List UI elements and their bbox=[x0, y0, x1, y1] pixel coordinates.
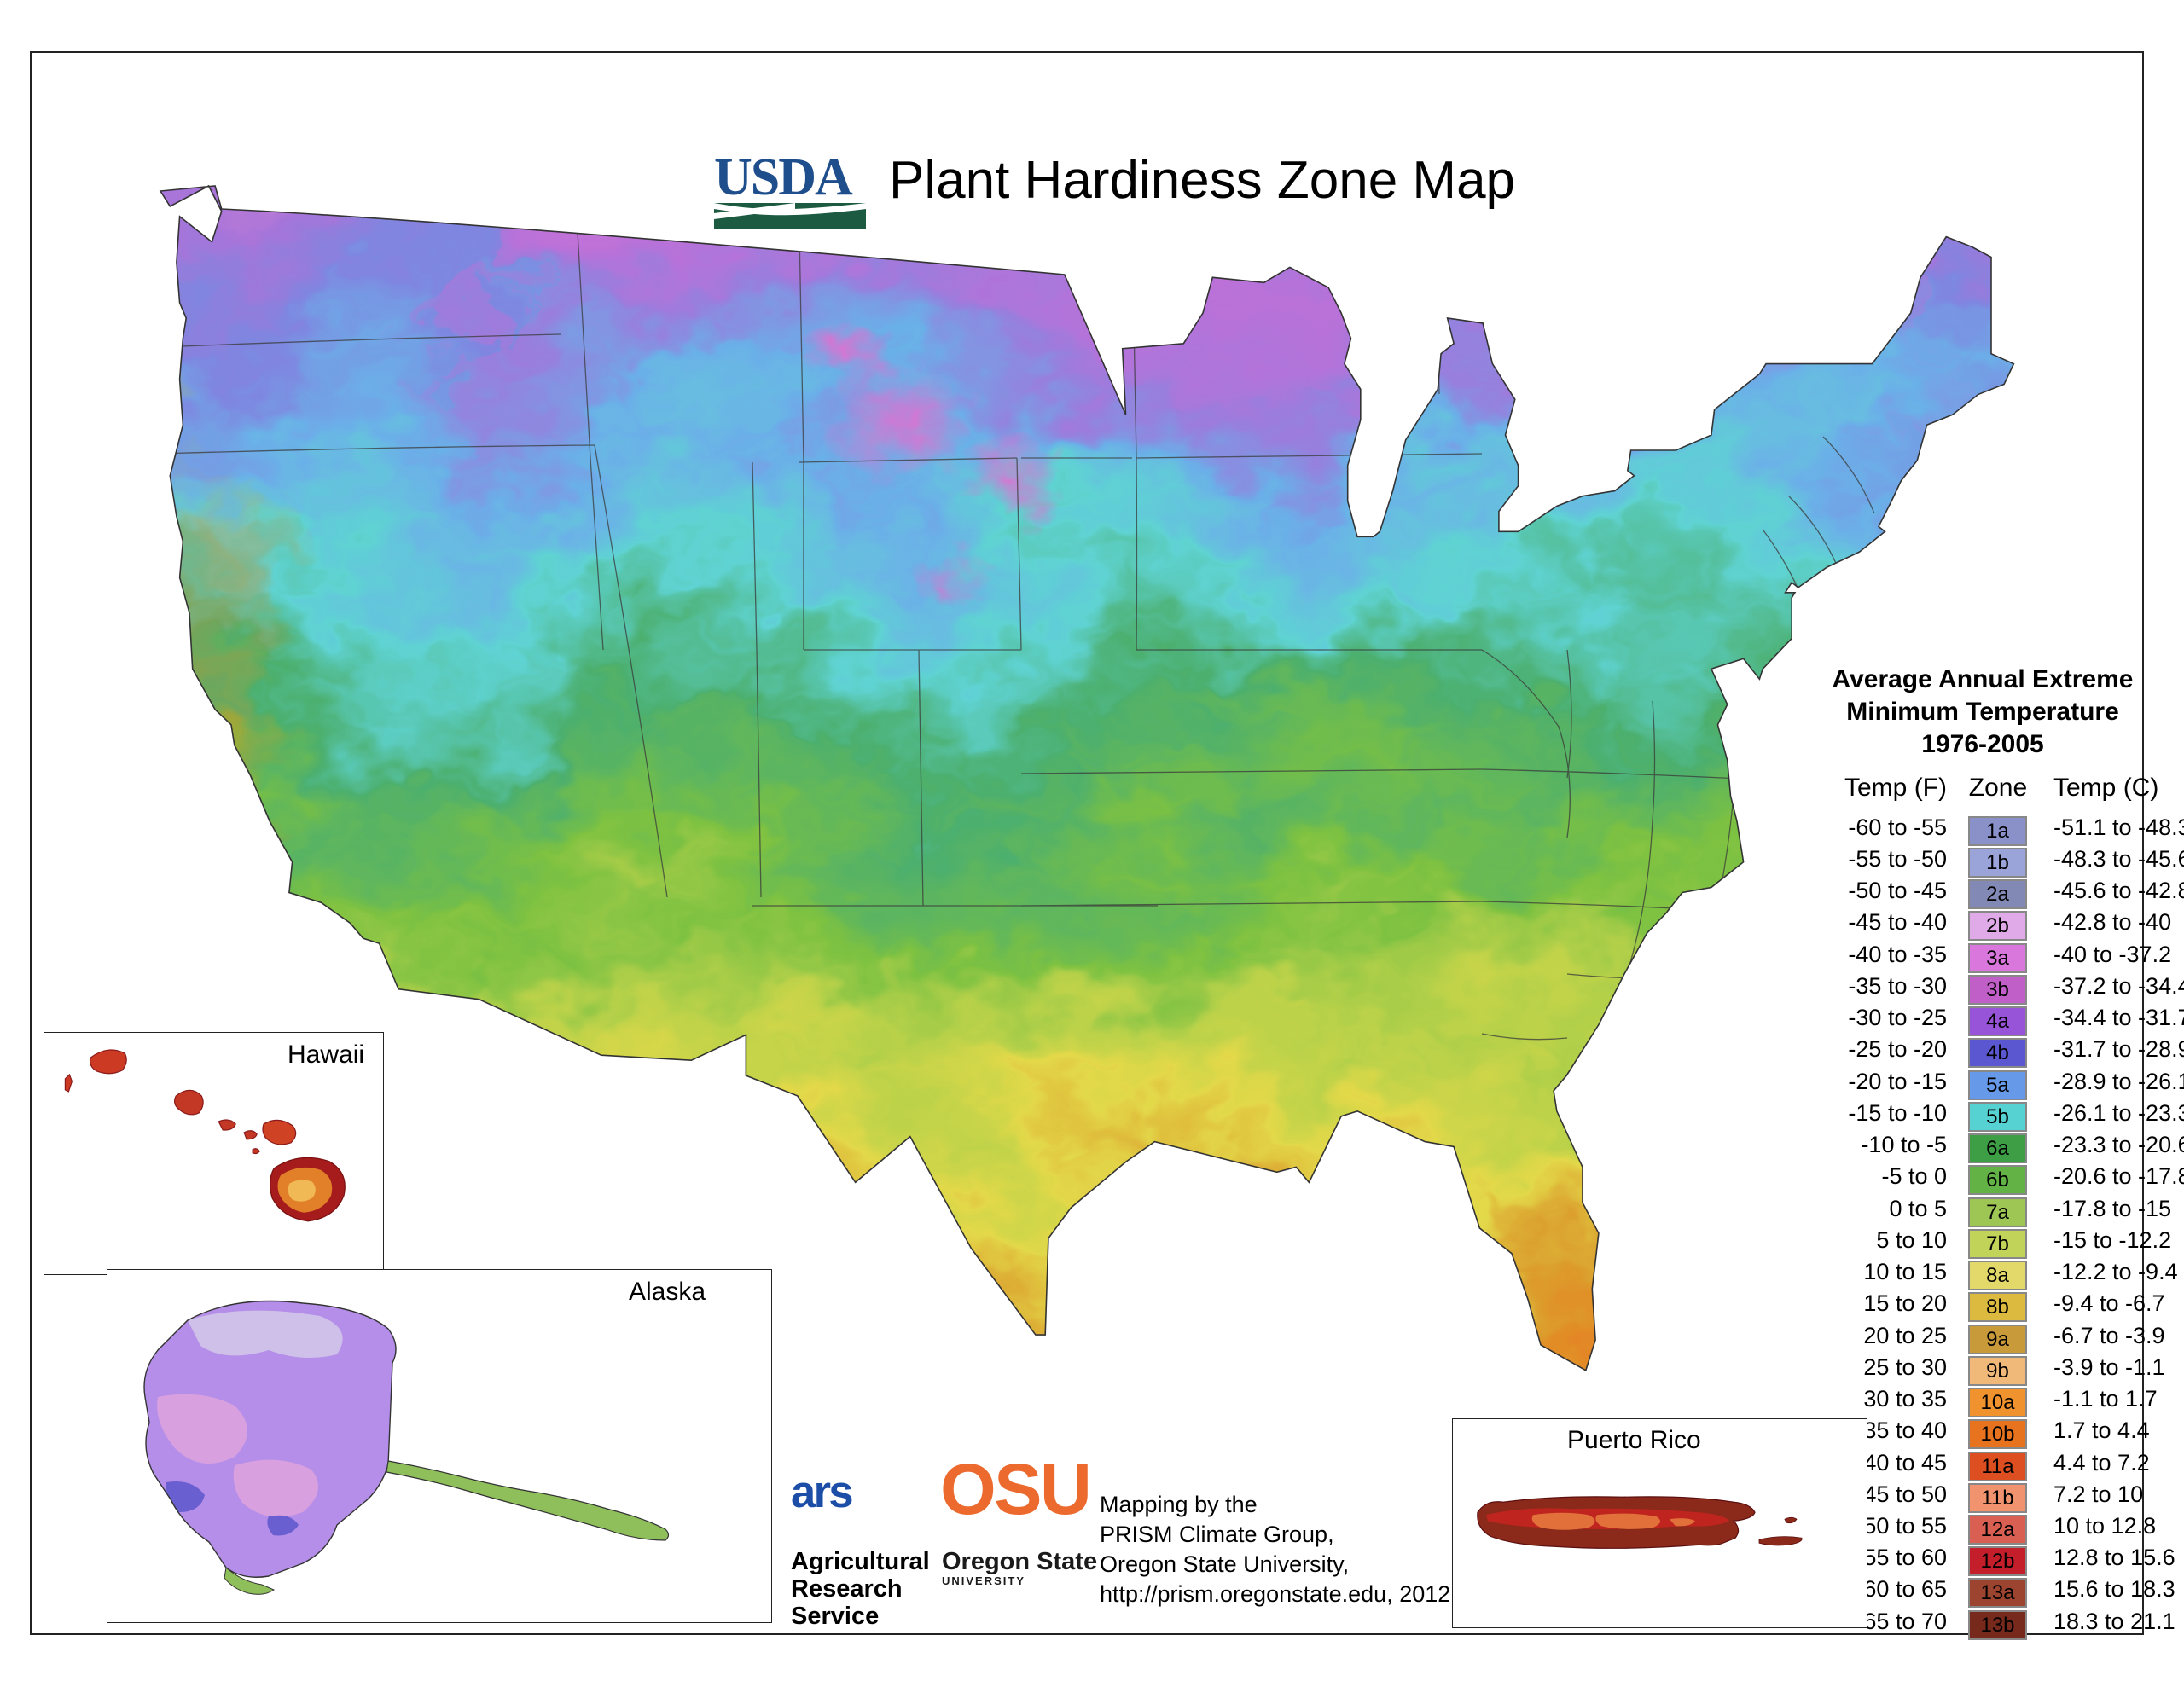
svg-text:USDA: USDA bbox=[714, 148, 853, 206]
svg-text:ars: ars bbox=[791, 1467, 852, 1517]
svg-text:OSU: OSU bbox=[940, 1463, 1089, 1529]
